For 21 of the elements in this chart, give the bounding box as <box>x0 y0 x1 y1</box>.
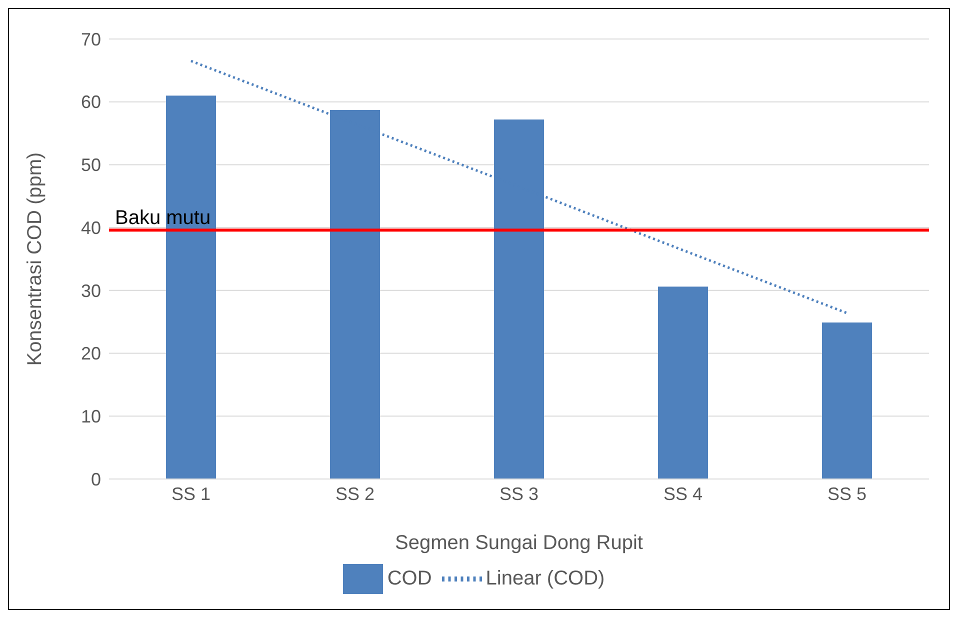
x-tick-label: SS 2 <box>335 484 375 504</box>
legend-label: COD <box>387 567 432 590</box>
x-tick-label: SS 3 <box>499 484 539 504</box>
y-axis-title: Konsentrasi COD (ppm) <box>24 152 46 366</box>
bar <box>822 322 872 479</box>
legend-label: Linear (COD) <box>486 567 605 590</box>
y-tick-label: 50 <box>80 155 101 176</box>
y-tick-label: 40 <box>80 218 101 238</box>
x-axis-title: Segmen Sungai Dong Rupit <box>395 532 644 554</box>
bar <box>658 286 708 479</box>
x-tick-label: SS 1 <box>171 484 211 504</box>
y-tick-label: 0 <box>90 469 101 490</box>
y-tick-label: 10 <box>80 406 101 427</box>
y-tick-label: 30 <box>80 280 101 301</box>
x-tick-label: SS 4 <box>663 484 703 504</box>
bar <box>166 96 216 479</box>
y-tick-label: 20 <box>80 344 101 364</box>
x-tick-label: SS 5 <box>827 484 867 504</box>
ref-line-label: Baku mutu <box>115 207 211 230</box>
y-tick-label: 60 <box>80 92 101 112</box>
y-tick-label: 70 <box>80 29 101 50</box>
